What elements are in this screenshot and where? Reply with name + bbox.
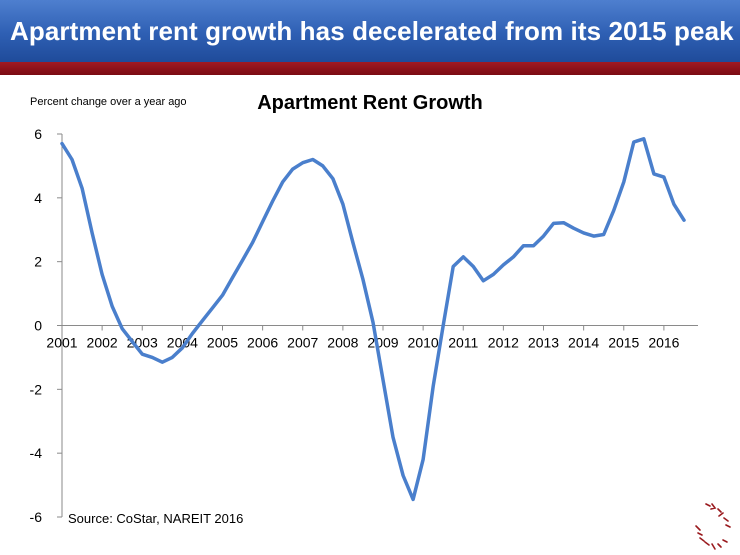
x-tick-label: 2014 bbox=[568, 335, 599, 351]
x-tick-label: 2002 bbox=[87, 335, 118, 351]
page-title: Apartment rent growth has decelerated fr… bbox=[10, 16, 734, 46]
source-note: Source: CoStar, NAREIT 2016 bbox=[68, 511, 244, 526]
y-axis-label: Percent change over a year ago bbox=[30, 96, 187, 108]
nareit-logo bbox=[695, 503, 731, 550]
x-tick-label: 2005 bbox=[207, 335, 238, 351]
y-tick-label: 0 bbox=[34, 318, 42, 334]
y-tick-label: -6 bbox=[30, 509, 43, 525]
y-tick-label: 2 bbox=[34, 254, 42, 270]
y-tick-label: -4 bbox=[30, 445, 43, 461]
x-tick-label: 2016 bbox=[648, 335, 679, 351]
x-tick-label: 2015 bbox=[608, 335, 639, 351]
x-tick-label: 2009 bbox=[367, 335, 398, 351]
y-tick-label: -2 bbox=[30, 381, 43, 397]
x-tick-label: 2011 bbox=[448, 335, 478, 351]
series-line bbox=[60, 137, 686, 502]
x-tick-label: 2007 bbox=[287, 335, 318, 351]
y-tick-label: 6 bbox=[34, 126, 42, 142]
header-accent-stripe bbox=[0, 62, 740, 75]
y-tick-label: 4 bbox=[34, 190, 42, 206]
x-tick-label: 2006 bbox=[247, 335, 278, 351]
x-tick-label: 2010 bbox=[408, 335, 439, 351]
header-banner: Apartment rent growth has decelerated fr… bbox=[0, 0, 740, 62]
chart-title: Apartment Rent Growth bbox=[257, 92, 483, 114]
x-tick-label: 2008 bbox=[327, 335, 358, 351]
x-tick-label: 2001 bbox=[46, 335, 77, 351]
x-tick-label: 2012 bbox=[488, 335, 519, 351]
x-tick-label: 2013 bbox=[528, 335, 559, 351]
